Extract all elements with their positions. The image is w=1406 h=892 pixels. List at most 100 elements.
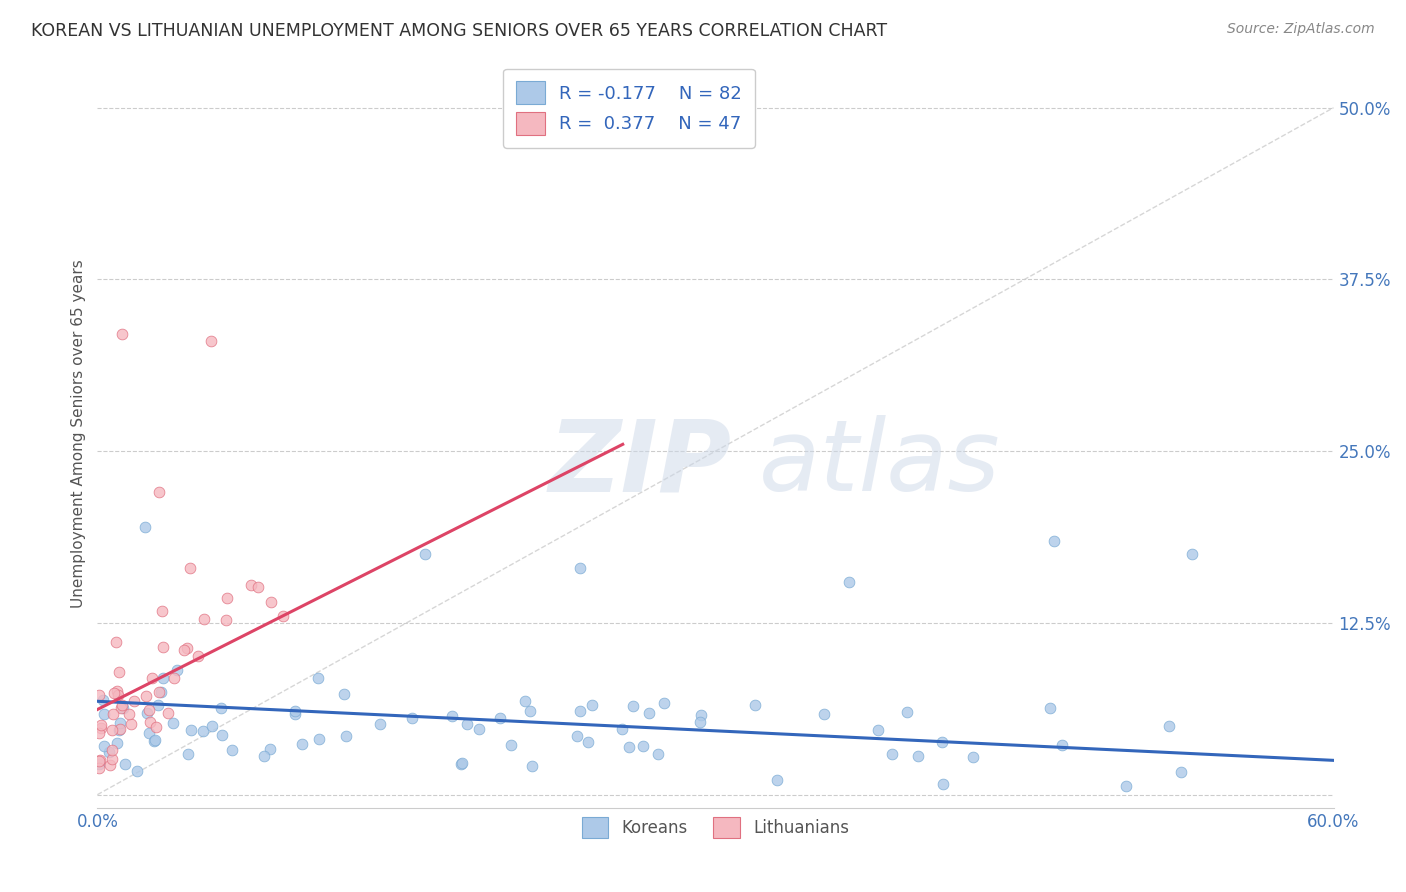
Point	[209, 700, 232, 714]
Point	[333, 687, 356, 701]
Point	[111, 698, 134, 712]
Point	[581, 698, 603, 713]
Point	[450, 757, 472, 772]
Point	[101, 706, 124, 721]
Point	[307, 671, 329, 685]
Point	[108, 715, 131, 730]
Point	[98, 746, 121, 760]
Point	[246, 580, 269, 594]
Point	[866, 723, 889, 737]
Point	[513, 694, 536, 708]
Point	[413, 547, 436, 561]
Point	[617, 740, 640, 755]
Point	[1039, 701, 1062, 715]
Point	[221, 742, 243, 756]
Point	[215, 591, 238, 605]
Point	[291, 737, 314, 751]
Point	[931, 735, 953, 749]
Point	[368, 717, 391, 731]
Point	[638, 706, 661, 720]
Point	[148, 698, 170, 712]
Text: KOREAN VS LITHUANIAN UNEMPLOYMENT AMONG SENIORS OVER 65 YEARS CORRELATION CHART: KOREAN VS LITHUANIAN UNEMPLOYMENT AMONG …	[31, 22, 887, 40]
Point	[284, 704, 307, 718]
Point	[456, 716, 478, 731]
Point	[838, 574, 860, 589]
Point	[163, 671, 186, 685]
Point	[576, 734, 599, 748]
Point	[499, 738, 522, 752]
Text: Source: ZipAtlas.com: Source: ZipAtlas.com	[1227, 22, 1375, 37]
Point	[200, 334, 222, 349]
Point	[744, 698, 766, 712]
Point	[284, 706, 307, 721]
Point	[90, 721, 112, 735]
Point	[193, 723, 215, 738]
Point	[335, 729, 357, 743]
Point	[135, 689, 157, 703]
Point	[108, 722, 131, 736]
Point	[1043, 533, 1066, 548]
Point	[157, 706, 180, 720]
Point	[1180, 547, 1202, 561]
Point	[568, 704, 591, 718]
Point	[201, 719, 224, 733]
Point	[101, 723, 124, 737]
Point	[112, 700, 135, 714]
Point	[150, 685, 173, 699]
Point	[259, 742, 281, 756]
Point	[568, 561, 591, 575]
Point	[105, 684, 128, 698]
Point	[308, 731, 330, 746]
Legend: Koreans, Lithuanians: Koreans, Lithuanians	[575, 810, 856, 845]
Point	[125, 764, 148, 778]
Text: ZIP: ZIP	[548, 416, 731, 513]
Point	[143, 733, 166, 747]
Y-axis label: Unemployment Among Seniors over 65 years: Unemployment Among Seniors over 65 years	[72, 260, 86, 608]
Text: atlas: atlas	[759, 416, 1000, 513]
Point	[89, 757, 111, 772]
Point	[136, 706, 159, 721]
Point	[177, 747, 200, 761]
Point	[118, 707, 141, 722]
Point	[143, 733, 166, 747]
Point	[89, 689, 111, 703]
Point	[176, 640, 198, 655]
Point	[271, 608, 294, 623]
Point	[468, 722, 491, 736]
Point	[401, 711, 423, 725]
Point	[108, 665, 131, 679]
Point	[173, 642, 195, 657]
Point	[107, 688, 129, 702]
Point	[108, 723, 131, 738]
Point	[652, 697, 675, 711]
Point	[766, 772, 789, 787]
Point	[120, 717, 142, 731]
Point	[813, 707, 835, 722]
Point	[450, 756, 472, 771]
Point	[114, 757, 136, 772]
Point	[138, 726, 160, 740]
Point	[1170, 764, 1192, 779]
Point	[89, 753, 111, 767]
Point	[441, 709, 464, 723]
Point	[193, 612, 215, 626]
Point	[111, 327, 134, 342]
Point	[962, 749, 984, 764]
Point	[211, 728, 233, 742]
Point	[1159, 719, 1181, 733]
Point	[253, 749, 276, 764]
Point	[610, 723, 633, 737]
Point	[98, 758, 121, 772]
Point	[110, 701, 132, 715]
Point	[145, 720, 167, 734]
Point	[93, 707, 115, 722]
Point	[647, 747, 669, 761]
Point	[179, 561, 201, 575]
Point	[621, 698, 644, 713]
Point	[882, 747, 904, 761]
Point	[148, 685, 170, 699]
Point	[180, 723, 202, 737]
Point	[166, 663, 188, 677]
Point	[907, 748, 929, 763]
Point	[90, 718, 112, 732]
